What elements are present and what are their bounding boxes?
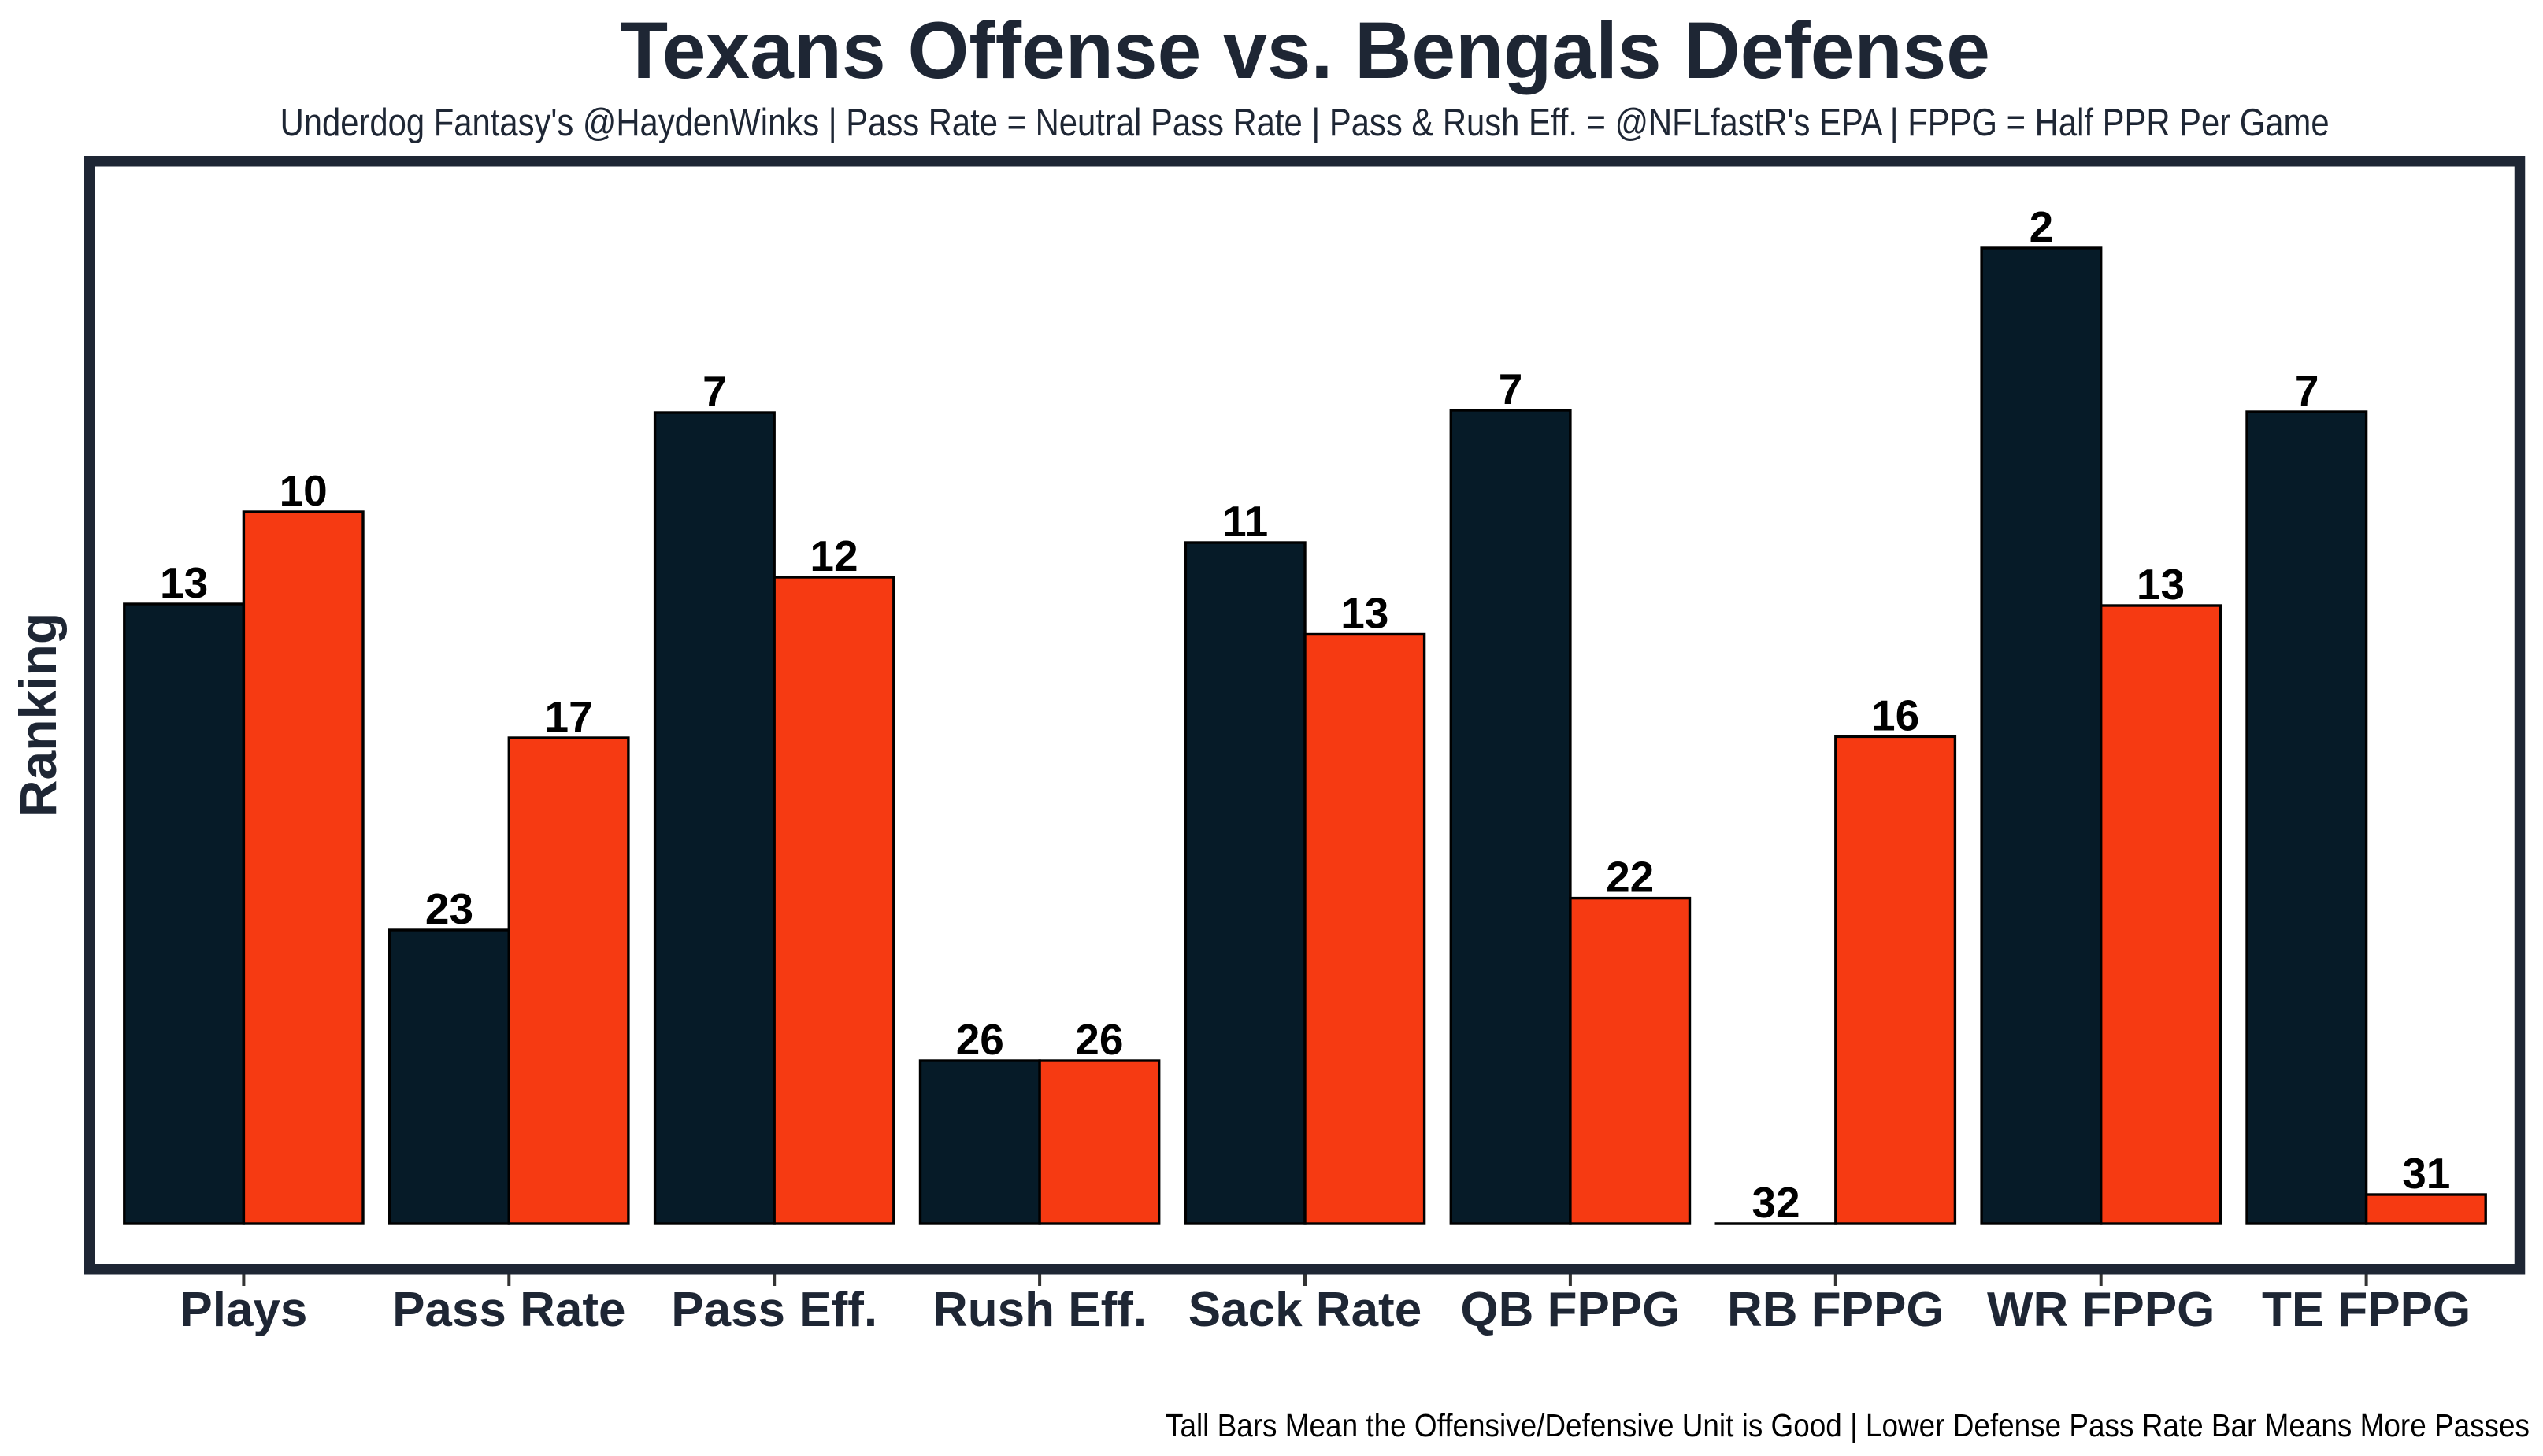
svg-text:26: 26 xyxy=(1075,1015,1123,1064)
svg-text:22: 22 xyxy=(1606,853,1654,902)
svg-text:10: 10 xyxy=(280,466,328,515)
svg-text:Plays: Plays xyxy=(180,1283,307,1337)
svg-text:Pass Eff.: Pass Eff. xyxy=(671,1283,877,1337)
svg-text:13: 13 xyxy=(2137,560,2185,609)
svg-text:Rush Eff.: Rush Eff. xyxy=(932,1283,1147,1337)
svg-text:23: 23 xyxy=(425,884,473,933)
svg-text:7: 7 xyxy=(2295,366,2319,415)
svg-text:11: 11 xyxy=(1222,497,1268,546)
svg-text:17: 17 xyxy=(545,692,593,741)
svg-text:WR FPPG: WR FPPG xyxy=(1987,1283,2215,1337)
svg-text:32: 32 xyxy=(1752,1178,1800,1227)
svg-text:7: 7 xyxy=(1499,365,1523,413)
svg-text:2: 2 xyxy=(2030,202,2054,251)
svg-text:Tall Bars Mean the Offensive/D: Tall Bars Mean the Offensive/Defensive U… xyxy=(1166,1407,2530,1443)
svg-text:12: 12 xyxy=(810,532,858,580)
svg-text:Texans Offense vs. Bengals Def: Texans Offense vs. Bengals Defense xyxy=(620,6,1990,95)
svg-text:13: 13 xyxy=(160,558,208,607)
svg-text:TE FPPG: TE FPPG xyxy=(2262,1283,2471,1337)
svg-text:Ranking: Ranking xyxy=(9,613,67,817)
svg-text:Pass Rate: Pass Rate xyxy=(392,1283,625,1337)
svg-text:Underdog Fantasy's @HaydenWink: Underdog Fantasy's @HaydenWinks | Pass R… xyxy=(280,102,2330,144)
svg-text:QB FPPG: QB FPPG xyxy=(1460,1283,1680,1337)
svg-text:13: 13 xyxy=(1340,589,1388,638)
svg-text:31: 31 xyxy=(2402,1149,2450,1198)
svg-text:16: 16 xyxy=(1871,691,1919,739)
svg-text:7: 7 xyxy=(702,367,727,416)
svg-text:RB FPPG: RB FPPG xyxy=(1727,1283,1944,1337)
svg-text:26: 26 xyxy=(956,1015,1004,1064)
svg-text:Sack Rate: Sack Rate xyxy=(1188,1283,1422,1337)
